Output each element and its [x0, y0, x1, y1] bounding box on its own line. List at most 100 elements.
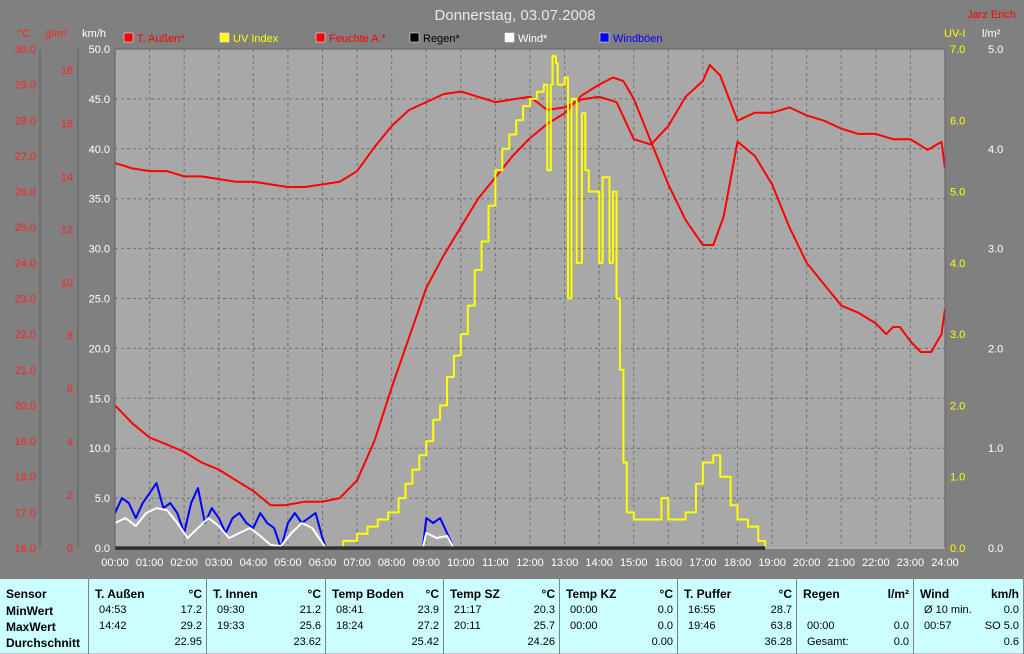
x-tick-label: 01:00 — [136, 557, 164, 569]
table-cell: 00:57 SO 5.0 — [914, 620, 1023, 634]
temp-tick-label: 16.0 — [15, 543, 36, 555]
table-column: Temp SZ °C 21:17 20.3 20:11 25.7 24.26 — [444, 579, 560, 654]
series-line — [114, 507, 945, 549]
axes-layer: 00:00 01:00 02:00 03:00 04:00 05:00 06:00 07:00… — [15, 28, 1004, 569]
x-tick-label: 20:00 — [793, 557, 821, 569]
cell-value: 27.2 — [417, 620, 439, 632]
legend-swatch — [504, 32, 515, 43]
table-cell: 04:53 17.2 — [89, 604, 206, 618]
column-header: T. Außen °C — [89, 587, 206, 601]
column-unit: l/m² — [887, 587, 909, 601]
series-line — [114, 76, 946, 507]
column-unit: °C — [659, 587, 673, 601]
x-tick-label: 11:00 — [482, 557, 509, 569]
table-cell: Durchschnitt — [0, 636, 88, 650]
uv-tick-label: 5.0 — [950, 187, 965, 199]
table-column: Temp Boden °C 08:41 23.9 18:24 27.2 25.42 — [326, 579, 444, 654]
table-cell: 19:33 25.6 — [207, 620, 325, 634]
column-header: T. Puffer °C — [678, 587, 796, 601]
cell-time: 18:24 — [336, 620, 364, 632]
temp-tick-label: 23.0 — [15, 294, 36, 306]
series-line — [115, 55, 945, 549]
humidity-tick-label: 8 — [67, 331, 73, 343]
legend-swatch — [409, 32, 420, 43]
cell-value: 0.0 — [657, 604, 673, 616]
humidity-tick-label: 10 — [61, 278, 73, 290]
temp-tick-label: 29.0 — [15, 80, 36, 92]
column-header: Sensor — [0, 587, 88, 601]
legend-swatch — [315, 32, 326, 43]
cell-value: 17.2 — [180, 604, 202, 616]
cell-value: 0.6 — [1003, 636, 1019, 648]
legend-label: T. Außen* — [137, 33, 185, 45]
cell-value: 20.3 — [533, 604, 555, 616]
x-tick-label: 16:00 — [655, 557, 683, 569]
cell-value: 0.0 — [893, 620, 909, 632]
column-name: Temp Boden — [332, 587, 404, 601]
table-cell: 09:30 21.2 — [207, 604, 325, 618]
wind-tick-label: 35.0 — [89, 194, 110, 206]
temp-axis-unit: °C — [18, 28, 30, 40]
temp-tick-label: 25.0 — [15, 222, 36, 234]
cell-time: 20:11 — [454, 620, 481, 632]
cell-time: Durchschnitt — [6, 636, 81, 650]
table-cell: 00:00 0.0 — [797, 620, 913, 634]
table-cell: 22.95 — [89, 636, 206, 650]
cell-time: 19:46 — [688, 620, 716, 632]
table-cell: 20:11 25.7 — [444, 620, 559, 634]
wind-tick-label: 45.0 — [89, 94, 110, 106]
legend-label: Windböen — [613, 33, 663, 45]
table-cell: 08:41 23.9 — [326, 604, 443, 618]
column-header: Regen l/m² — [797, 587, 913, 601]
table-cell: 18:24 27.2 — [326, 620, 443, 634]
cell-time: Ø 10 min. — [924, 604, 972, 616]
uv-axis-unit: UV-I — [944, 28, 965, 40]
humidity-tick-label: 2 — [67, 490, 73, 502]
cell-time: 00:57 — [924, 620, 952, 632]
table-cell: 21:17 20.3 — [444, 604, 559, 618]
table-column: Wind km/h Ø 10 min. 0.0 00:57 SO 5.0 0.6 — [914, 579, 1024, 654]
wind-tick-label: 20.0 — [89, 343, 110, 355]
rain-axis-unit: l/m² — [982, 28, 1001, 40]
table-cell: 0.6 — [914, 636, 1023, 650]
temp-tick-label: 17.0 — [15, 507, 36, 519]
table-column: T. Puffer °C 16:55 28.7 19:46 63.8 36.28 — [678, 579, 797, 654]
x-tick-label: 19:00 — [758, 557, 786, 569]
x-tick-label: 10:00 — [447, 557, 475, 569]
rain-tick-label: 3.0 — [988, 244, 1003, 256]
temp-tick-label: 22.0 — [15, 329, 36, 341]
cell-time: 19:33 — [217, 620, 245, 632]
wind-tick-label: 40.0 — [89, 144, 110, 156]
table-cell: 00:00 0.0 — [560, 604, 677, 618]
column-unit: °C — [188, 587, 202, 601]
cell-time: MinWert — [6, 604, 54, 618]
table-column: Regen l/m² 00:00 0.0 Gesamt: 0.0 — [797, 579, 914, 654]
cell-value: 21.2 — [299, 604, 321, 616]
column-unit: km/h — [990, 587, 1019, 601]
table-cell: Ø 10 min. 0.0 — [914, 604, 1023, 618]
cell-time: 04:53 — [99, 604, 127, 616]
rain-tick-label: 4.0 — [988, 144, 1003, 156]
cell-value: 29.2 — [180, 620, 202, 632]
uv-tick-label: 3.0 — [950, 329, 965, 341]
cell-time: 09:30 — [217, 604, 245, 616]
humidity-tick-label: 4 — [67, 437, 73, 449]
weather-chart: 00:00 01:00 02:00 03:00 04:00 05:00 06:00 07:00… — [0, 0, 1024, 578]
table-cell: 00:00 0.0 — [560, 620, 677, 634]
column-header: Temp Boden °C — [326, 587, 443, 601]
rain-tick-label: 1.0 — [988, 443, 1003, 455]
humidity-tick-label: 16 — [61, 118, 73, 130]
wind-tick-label: 10.0 — [89, 443, 110, 455]
x-tick-label: 18:00 — [724, 557, 752, 569]
x-tick-label: 15:00 — [620, 557, 648, 569]
humidity-tick-label: 12 — [61, 224, 73, 236]
temp-tick-label: 24.0 — [15, 258, 36, 270]
column-header: T. Innen °C — [207, 587, 325, 601]
x-tick-label: 14:00 — [585, 557, 613, 569]
wind-tick-label: 0.0 — [95, 543, 110, 555]
temp-tick-label: 30.0 — [15, 44, 36, 56]
cell-time: 08:41 — [336, 604, 364, 616]
column-name: Regen — [803, 587, 840, 601]
table-cell: MaxWert — [0, 620, 88, 634]
cell-value: 36.28 — [764, 636, 792, 648]
